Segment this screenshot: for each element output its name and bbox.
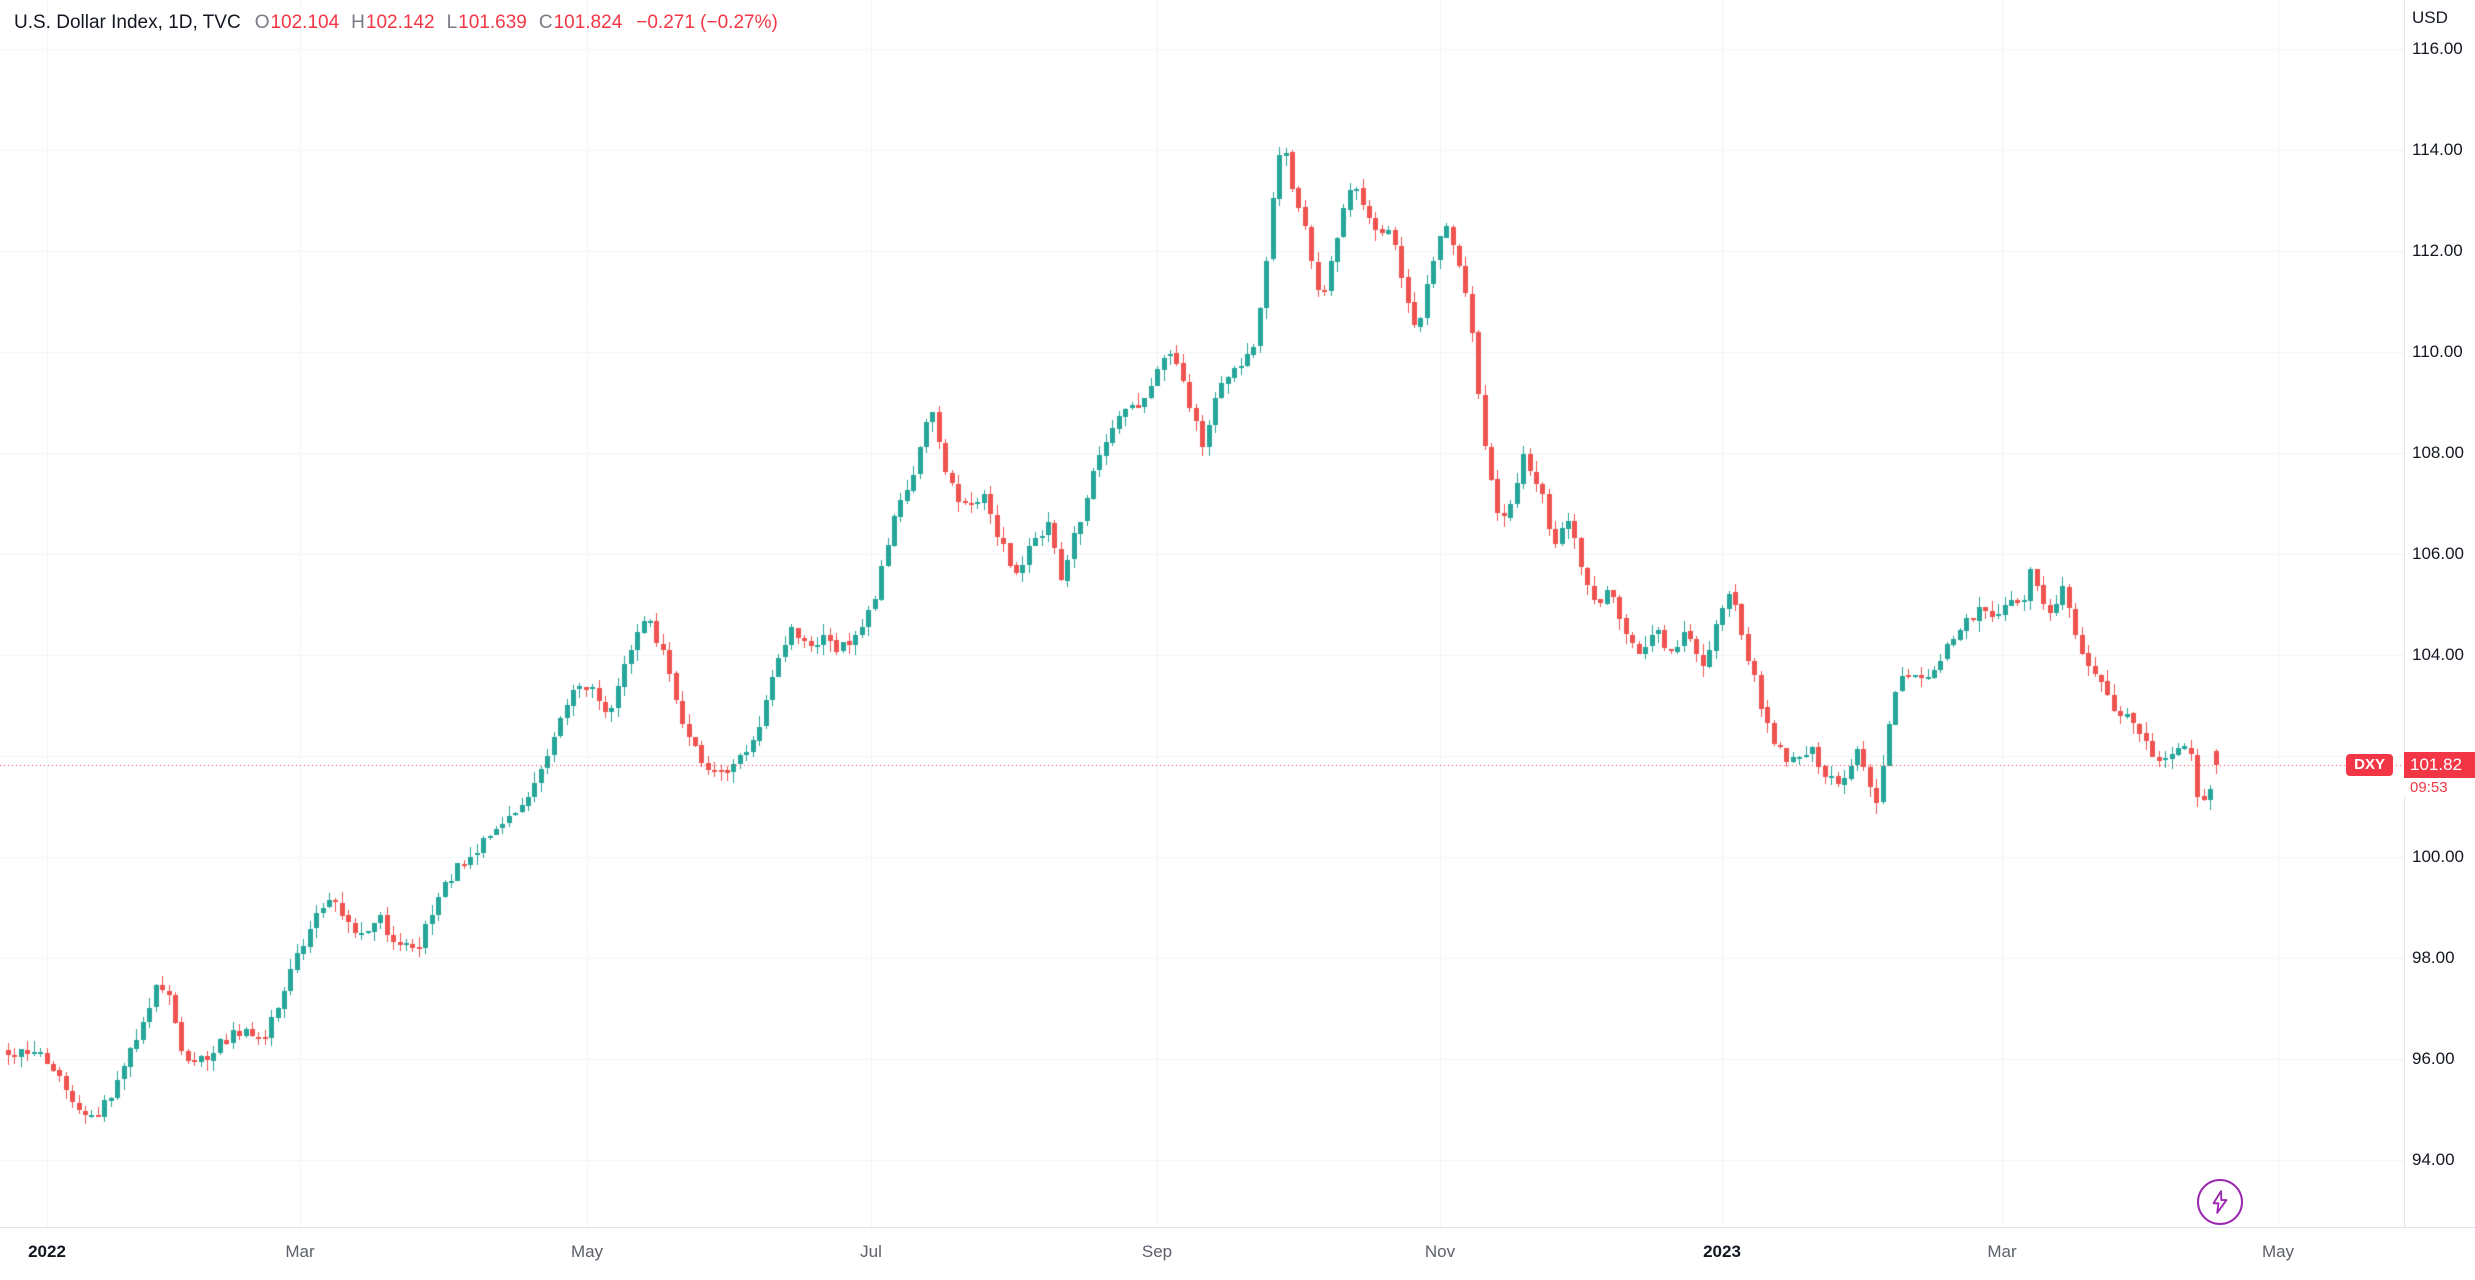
legend-open-value: 102.104 — [270, 12, 340, 33]
price-tick-label: 100.00 — [2412, 847, 2464, 867]
price-tick-label: 98.00 — [2412, 948, 2455, 968]
time-tick-label: Mar — [1987, 1242, 2017, 1261]
lightning-button[interactable] — [2197, 1179, 2243, 1225]
time-tick-label: Mar — [285, 1242, 315, 1261]
legend-high-value: 102.142 — [365, 12, 435, 33]
lightning-icon — [2212, 1190, 2228, 1214]
time-tick-label: May — [570, 1242, 604, 1261]
legend-change-value: −0.271 (−0.27%) — [636, 12, 778, 33]
symbol-legend: U.S. Dollar Index, 1D, TVC O 102.104 H 102… — [14, 12, 778, 34]
price-tick-label: 96.00 — [2412, 1049, 2455, 1069]
price-tick-label: 104.00 — [2412, 645, 2464, 665]
price-tick-label: 114.00 — [2412, 139, 2463, 159]
legend-symbol-title[interactable]: U.S. Dollar Index, 1D, TVC — [14, 12, 241, 33]
bar-countdown-timer: 09:53 — [2404, 777, 2475, 797]
price-tick-label: 106.00 — [2412, 544, 2464, 564]
price-tick-label: 112.00 — [2412, 240, 2463, 260]
price-axis-currency-label: USD — [2412, 8, 2448, 27]
time-tick-label: Nov — [1424, 1242, 1456, 1261]
time-tick-label: 2022 — [28, 1242, 66, 1261]
price-tick-label: 108.00 — [2412, 443, 2464, 462]
price-axis[interactable]: USD 94.00 96.00 98.00 100.00 104.00 106.00 108… — [2404, 0, 2475, 1227]
legend-ohlc: O 102.104 H 102.142 L 101.639 C 101.824 — [255, 12, 623, 34]
legend-close-label: C — [538, 12, 553, 33]
time-axis[interactable]: 2022 Mar May Jul Sep Nov 2023 Mar May — [0, 1227, 2475, 1280]
price-tick-label: 116.00 — [2412, 38, 2463, 58]
legend-high-label: H — [351, 12, 365, 33]
legend-open-label: O — [254, 12, 270, 33]
time-tick-label: May — [2261, 1242, 2295, 1261]
price-line-symbol-badge: DXY — [2346, 753, 2393, 776]
last-price-label: 101.82 09:53 — [2404, 751, 2475, 797]
legend-low-value: 101.639 — [458, 12, 527, 33]
candlestick-canvas[interactable] — [0, 0, 2404, 1227]
price-tick-label: 94.00 — [2412, 1150, 2455, 1170]
legend-low-label: L — [446, 12, 458, 33]
time-tick-label: Sep — [1141, 1242, 1173, 1261]
legend-close-value: 101.824 — [553, 12, 623, 33]
time-tick-label: Jul — [860, 1242, 882, 1261]
time-tick-label: 2023 — [1703, 1242, 1741, 1261]
last-price-value: 101.82 — [2404, 751, 2475, 778]
price-tick-label: 110.00 — [2412, 341, 2463, 361]
